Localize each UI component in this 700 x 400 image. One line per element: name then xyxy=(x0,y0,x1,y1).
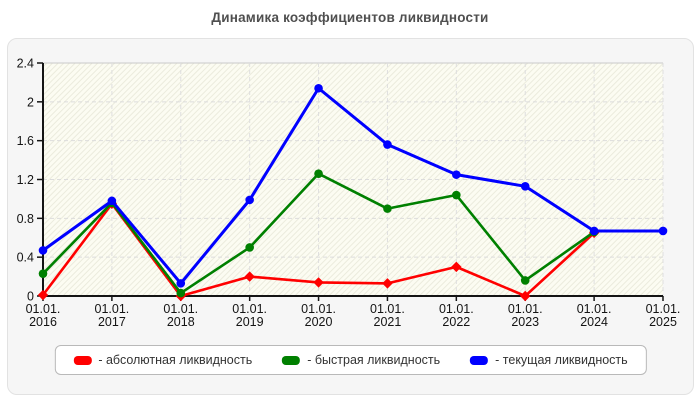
marker-quick-liquidity xyxy=(520,276,530,285)
marker-quick-liquidity xyxy=(176,288,186,298)
marker-current-liquidity xyxy=(589,226,599,236)
legend-swatch-quick-liquidity xyxy=(282,355,301,365)
chart-panel: 0 0.4 0.8 1.2 1.6 2 2.4 01.01. 2016 01.01. 2017 01.… xyxy=(7,38,694,395)
marker-absolute-liquidity xyxy=(244,271,255,282)
x-tick-label-date: 01.01. xyxy=(301,302,336,316)
x-tick-label-date: 01.01. xyxy=(577,302,612,316)
marker-quick-liquidity xyxy=(452,190,461,200)
x-tick-label-date: 01.01. xyxy=(508,302,543,316)
marker-absolute-liquidity xyxy=(451,261,462,273)
x-tick-label-date: 01.01. xyxy=(26,302,61,316)
x-tick-label-year: 2023 xyxy=(511,315,539,329)
marker-absolute-liquidity xyxy=(382,278,393,289)
marker-current-liquidity xyxy=(452,170,461,179)
x-tick-label-year: 2016 xyxy=(29,315,57,329)
y-tick-label: 1.6 xyxy=(17,134,34,148)
y-tick-label: 0 xyxy=(27,290,34,304)
x-tick-label-year: 2018 xyxy=(167,315,195,329)
marker-absolute-liquidity xyxy=(313,277,324,288)
legend-item-quick-liquidity: - быстрая ликвидность xyxy=(282,353,440,367)
legend-label-absolute-liquidity: - абсолютная ликвидность xyxy=(98,353,253,367)
y-tick-label: 2.4 xyxy=(17,57,34,71)
x-tick-label-year: 2019 xyxy=(236,315,264,329)
chart-legend: - абсолютная ликвидность - быстрая ликвид… xyxy=(54,345,647,375)
axes xyxy=(42,63,663,297)
marker-current-liquidity xyxy=(38,246,48,255)
marker-absolute-liquidity xyxy=(520,290,531,302)
marker-current-liquidity xyxy=(520,181,530,191)
marker-quick-liquidity xyxy=(245,243,254,252)
y-tick-label: 2 xyxy=(27,95,34,109)
marker-current-liquidity xyxy=(658,226,668,236)
marker-current-liquidity xyxy=(383,140,392,149)
y-tick-label: 0.8 xyxy=(17,212,34,226)
legend-label-current-liquidity: - текущая ликвидность xyxy=(495,353,628,367)
x-tick-label-year: 2021 xyxy=(374,315,402,329)
marker-absolute-liquidity xyxy=(37,289,49,301)
marker-quick-liquidity xyxy=(383,204,392,213)
series-line-current-liquidity xyxy=(41,86,665,285)
x-tick-label-year: 2022 xyxy=(442,315,470,329)
marker-current-liquidity xyxy=(176,279,186,288)
x-tick-label-date: 01.01. xyxy=(439,302,474,316)
legend-item-absolute-liquidity: - абсолютная ликвидность xyxy=(73,353,252,367)
x-tick-label-year: 2017 xyxy=(98,315,126,329)
legend-label-quick-liquidity: - быстрая ликвидность xyxy=(307,353,441,367)
marker-quick-liquidity xyxy=(314,169,323,178)
y-tick-label: 1.2 xyxy=(17,173,34,187)
x-tick-label-date: 01.01. xyxy=(163,302,198,316)
y-tick-label: 0.4 xyxy=(17,251,34,265)
x-tick-label-year: 2020 xyxy=(305,315,333,329)
liquidity-line-chart: 00.40.81.21.622.401.01.201601.01.201701.… xyxy=(17,57,681,330)
legend-swatch-current-liquidity xyxy=(470,355,489,365)
x-tick-label-year: 2024 xyxy=(580,315,608,329)
marker-current-liquidity xyxy=(314,83,323,93)
x-tick-label-date: 01.01. xyxy=(95,302,130,316)
axis-labels: 00.40.81.21.622.401.01.201601.01.201701.… xyxy=(17,57,681,330)
x-tick-label-year: 2025 xyxy=(649,315,677,329)
legend-item-current-liquidity: - текущая ликвидность xyxy=(470,353,628,367)
series-current-liquidity xyxy=(38,83,668,288)
chart-title: Динамика коэффициентов ликвидности xyxy=(211,10,489,25)
x-tick-label-date: 01.01. xyxy=(646,302,681,316)
legend-swatch-absolute-liquidity xyxy=(73,355,92,365)
x-tick-label-date: 01.01. xyxy=(232,302,267,316)
marker-quick-liquidity xyxy=(38,269,48,278)
gridlines xyxy=(43,62,664,296)
x-tick-label-date: 01.01. xyxy=(370,302,405,316)
marker-current-liquidity xyxy=(245,195,254,205)
marker-current-liquidity xyxy=(107,196,117,206)
